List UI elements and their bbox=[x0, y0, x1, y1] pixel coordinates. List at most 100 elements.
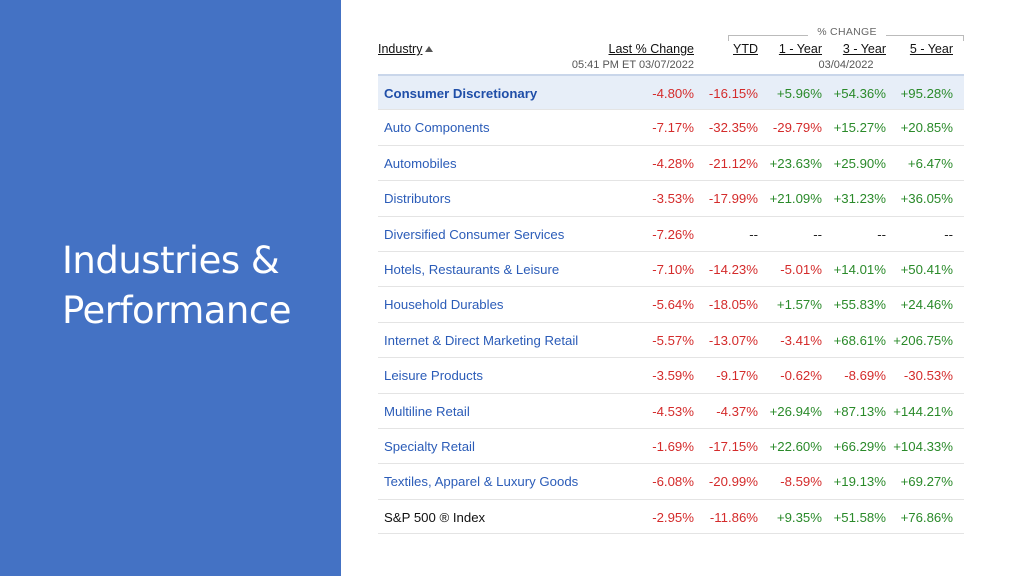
five-year-value: +50.41% bbox=[900, 261, 953, 277]
index-name: S&P 500 ® Index bbox=[384, 509, 486, 525]
industry-link[interactable]: Automobiles bbox=[384, 155, 457, 171]
five-year-value: +144.21% bbox=[893, 403, 953, 419]
last-change-value: -5.64% bbox=[652, 297, 694, 313]
industry-link[interactable]: Diversified Consumer Services bbox=[384, 226, 565, 242]
industry-column-header[interactable]: Industry bbox=[378, 42, 434, 56]
table-row: Internet & Direct Marketing Retail -5.57… bbox=[378, 321, 964, 357]
last-change-value: -2.95% bbox=[652, 509, 694, 525]
one-year-value: +9.35% bbox=[776, 509, 822, 525]
five-year-value: +69.27% bbox=[900, 474, 953, 490]
five-year-value: -- bbox=[944, 226, 953, 242]
slide-title-line-1: Industries & bbox=[62, 239, 280, 282]
ytd-column-header[interactable]: YTD bbox=[733, 42, 758, 56]
three-year-value: +31.23% bbox=[833, 191, 886, 207]
industry-header-label: Industry bbox=[378, 42, 423, 56]
percent-change-label: % CHANGE bbox=[817, 26, 877, 38]
one-year-value: +21.09% bbox=[769, 191, 822, 207]
industry-link[interactable]: Leisure Products bbox=[384, 368, 483, 384]
five-year-value: +206.75% bbox=[893, 332, 953, 348]
ytd-value: -- bbox=[749, 226, 758, 242]
sort-ascending-icon bbox=[425, 46, 434, 52]
three-year-value: +14.01% bbox=[833, 261, 886, 277]
ytd-value: -4.37% bbox=[716, 403, 758, 419]
ytd-value: -17.99% bbox=[708, 191, 758, 207]
last-change-value: -3.53% bbox=[652, 191, 694, 207]
group-date: 03/04/2022 bbox=[818, 59, 874, 71]
last-change-value: -4.53% bbox=[652, 403, 694, 419]
last-change-value: -7.10% bbox=[652, 261, 694, 277]
last-change-value: -4.28% bbox=[652, 155, 694, 171]
slide-title: Industries & Performance bbox=[62, 236, 332, 336]
three-year-value: +54.36% bbox=[833, 86, 886, 101]
table-row: S&P 500 ® Index -2.95% -11.86% +9.35% +5… bbox=[378, 498, 964, 535]
table-row: Hotels, Restaurants & Leisure -7.10% -14… bbox=[378, 250, 964, 286]
one-year-value: +23.63% bbox=[769, 155, 822, 171]
table-row: Auto Components -7.17% -32.35% -29.79% +… bbox=[378, 109, 964, 144]
one-year-value: -- bbox=[813, 226, 822, 242]
three-year-value: +87.13% bbox=[833, 403, 886, 419]
industry-link[interactable]: Textiles, Apparel & Luxury Goods bbox=[384, 474, 579, 490]
group-tick-left bbox=[728, 35, 729, 41]
table-row: Textiles, Apparel & Luxury Goods -6.08% … bbox=[378, 463, 964, 498]
three-year-value: +25.90% bbox=[833, 155, 886, 171]
three-year-value: -- bbox=[877, 226, 886, 242]
table-row: Automobiles -4.28% -21.12% +23.63% +25.9… bbox=[378, 144, 964, 180]
group-rule-left bbox=[728, 35, 808, 36]
three-year-value: +15.27% bbox=[833, 120, 886, 136]
table-row: Multiline Retail -4.53% -4.37% +26.94% +… bbox=[378, 392, 964, 428]
percent-change-group-header: % CHANGE bbox=[728, 26, 964, 41]
last-change-value: -6.08% bbox=[652, 474, 694, 490]
industry-link[interactable]: Multiline Retail bbox=[384, 403, 470, 419]
group-rule-right bbox=[886, 35, 964, 36]
one-year-value: +22.60% bbox=[769, 438, 822, 454]
three-year-value: -8.69% bbox=[844, 368, 886, 384]
industry-link[interactable]: Consumer Discretionary bbox=[384, 86, 538, 101]
ytd-value: -9.17% bbox=[716, 368, 758, 384]
five-year-value: +36.05% bbox=[900, 191, 953, 207]
last-change-timestamp: 05:41 PM ET 03/07/2022 bbox=[571, 59, 694, 71]
five-year-value: +76.86% bbox=[900, 509, 953, 525]
table-row: Leisure Products -3.59% -9.17% -0.62% -8… bbox=[378, 357, 964, 392]
table-row: Household Durables -5.64% -18.05% +1.57%… bbox=[378, 286, 964, 321]
industry-link[interactable]: Hotels, Restaurants & Leisure bbox=[384, 261, 560, 277]
one-year-value: -3.41% bbox=[780, 332, 822, 348]
ytd-value: -17.15% bbox=[708, 438, 758, 454]
slide-title-line-2: Performance bbox=[62, 289, 291, 332]
last-change-value: -5.57% bbox=[652, 332, 694, 348]
three-year-value: +66.29% bbox=[833, 438, 886, 454]
table-row: Consumer Discretionary -4.80% -16.15% +5… bbox=[378, 74, 964, 110]
three-year-column-header[interactable]: 3 - Year bbox=[842, 42, 886, 56]
one-year-value: +5.96% bbox=[776, 86, 822, 101]
table-row: Diversified Consumer Services -7.26% -- … bbox=[378, 215, 964, 251]
one-year-column-header[interactable]: 1 - Year bbox=[778, 42, 822, 56]
table-body: Consumer Discretionary -4.80% -16.15% +5… bbox=[378, 74, 964, 535]
ytd-value: -14.23% bbox=[708, 261, 758, 277]
industry-link[interactable]: Distributors bbox=[384, 191, 451, 207]
one-year-value: -8.59% bbox=[780, 474, 822, 490]
ytd-value: -32.35% bbox=[708, 120, 758, 136]
one-year-value: -0.62% bbox=[780, 368, 822, 384]
ytd-value: -18.05% bbox=[708, 297, 758, 313]
ytd-value: -11.86% bbox=[709, 509, 758, 525]
group-tick-right bbox=[963, 35, 964, 41]
industry-link[interactable]: Household Durables bbox=[384, 297, 504, 313]
five-year-value: +20.85% bbox=[900, 120, 953, 136]
five-year-value: -30.53% bbox=[903, 368, 953, 384]
side-panel: Industries & Performance bbox=[0, 0, 341, 576]
five-year-value: +104.33% bbox=[893, 438, 953, 454]
one-year-value: -5.01% bbox=[780, 261, 822, 277]
five-year-column-header[interactable]: 5 - Year bbox=[909, 42, 953, 56]
industry-performance-table: Industry Last % Change 05:41 PM ET 03/07… bbox=[378, 0, 964, 576]
one-year-value: +1.57% bbox=[776, 297, 822, 313]
one-year-value: +26.94% bbox=[769, 403, 822, 419]
three-year-value: +68.61% bbox=[833, 332, 886, 348]
last-change-value: -1.69% bbox=[652, 438, 694, 454]
five-year-value: +95.28% bbox=[900, 86, 953, 101]
last-change-column-header[interactable]: Last % Change bbox=[608, 42, 694, 56]
industry-link[interactable]: Internet & Direct Marketing Retail bbox=[384, 332, 579, 348]
industry-link[interactable]: Auto Components bbox=[384, 120, 490, 136]
three-year-value: +55.83% bbox=[833, 297, 886, 313]
five-year-value: +24.46% bbox=[900, 297, 953, 313]
industry-link[interactable]: Specialty Retail bbox=[384, 438, 475, 454]
ytd-value: -21.12% bbox=[708, 155, 758, 171]
